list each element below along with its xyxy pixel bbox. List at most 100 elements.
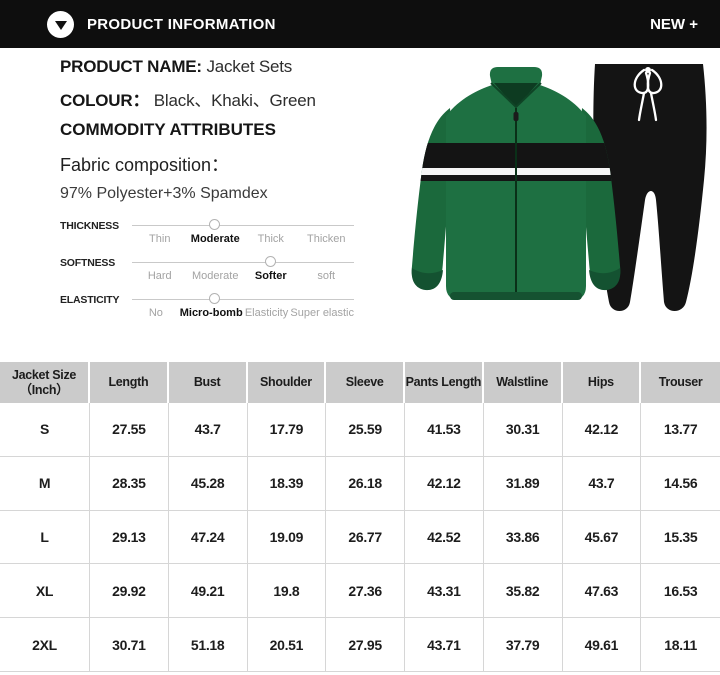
column-header: Sleeve bbox=[326, 362, 405, 403]
page-title: PRODUCT INFORMATION bbox=[87, 15, 276, 33]
size-cell: 43.31 bbox=[405, 564, 484, 618]
slider-option: Softer bbox=[254, 270, 287, 282]
size-cell: 42.52 bbox=[405, 510, 484, 564]
size-cell: 28.35 bbox=[90, 456, 169, 510]
size-table-body: S 27.55 43.7 17.79 25.59 41.53 30.31 42.12 13.77… bbox=[0, 403, 720, 672]
slider-option: Moderate bbox=[192, 270, 239, 282]
product-photo bbox=[388, 50, 718, 358]
slider-options: Thin Moderate Thick Thicken bbox=[132, 233, 354, 245]
size-label: S bbox=[0, 403, 90, 456]
collar-opening bbox=[494, 83, 538, 108]
size-table-header: Jacket Size （Inch） Length Bust Shoulder Slee… bbox=[0, 362, 720, 403]
size-cell: 19.8 bbox=[248, 564, 327, 618]
attribute-slider: No Micro-bomb Elasticity Super elastic bbox=[132, 290, 354, 319]
size-cell: 43.71 bbox=[405, 618, 484, 671]
attribute-row: THICKNESS Thin Moderate Thick Thicken bbox=[60, 216, 410, 245]
size-cell: 49.21 bbox=[169, 564, 248, 618]
column-header: Length bbox=[90, 362, 169, 403]
collar-edge bbox=[490, 82, 542, 109]
column-header: Hips bbox=[563, 362, 642, 403]
column-header: Walstline bbox=[484, 362, 563, 403]
slider-option: Micro-bomb bbox=[179, 307, 243, 319]
slider-option: Moderate bbox=[190, 233, 240, 245]
slider-track bbox=[132, 293, 354, 304]
product-info-section: PRODUCT NAME: Jacket Sets COLOUR： Black、… bbox=[60, 57, 410, 327]
table-row: S 27.55 43.7 17.79 25.59 41.53 30.31 42.12 13.77 bbox=[0, 403, 720, 457]
attribute-row: SOFTNESS Hard Moderate Softer soft bbox=[60, 253, 410, 282]
size-label: XL bbox=[0, 564, 90, 618]
attribute-slider: Thin Moderate Thick Thicken bbox=[132, 216, 354, 245]
slider-option: soft bbox=[317, 270, 336, 282]
colour-line: COLOUR： Black、Khaki、Green bbox=[60, 86, 410, 111]
size-cell: 37.79 bbox=[484, 618, 563, 671]
size-cell: 13.77 bbox=[663, 421, 698, 438]
fabric-composition-label: Fabric composition： bbox=[60, 155, 230, 175]
size-cell: 18.11 bbox=[664, 636, 697, 653]
product-name-value: Jacket Sets bbox=[206, 57, 293, 76]
size-table: Jacket Size （Inch） Length Bust Shoulder Slee… bbox=[0, 362, 720, 672]
size-cell: 30.71 bbox=[90, 618, 169, 671]
size-cell: 16.53 bbox=[663, 582, 698, 599]
drawstring-knot bbox=[645, 67, 651, 73]
size-label: L bbox=[0, 510, 90, 564]
slider-thumb[interactable] bbox=[209, 293, 221, 304]
attribute-slider: Hard Moderate Softer soft bbox=[132, 253, 354, 282]
size-cell: 43.7 bbox=[563, 456, 642, 510]
size-cell: 42.12 bbox=[405, 456, 484, 510]
size-cell: 42.12 bbox=[563, 403, 642, 456]
product-name-label: PRODUCT NAME: bbox=[60, 57, 202, 76]
jacket-left-sleeve bbox=[411, 108, 452, 290]
size-cell: 51.18 bbox=[169, 618, 248, 671]
slider-thumb[interactable] bbox=[209, 219, 221, 230]
jacket-graphic bbox=[411, 67, 621, 300]
slider-option: Super elastic bbox=[290, 307, 354, 319]
column-header: Trouser bbox=[658, 375, 703, 390]
slider-option: Thin bbox=[149, 233, 171, 245]
size-cell: 47.24 bbox=[169, 510, 248, 564]
size-cell: 45.28 bbox=[169, 456, 248, 510]
size-cell: 33.86 bbox=[484, 510, 563, 564]
size-cell: 19.09 bbox=[248, 510, 327, 564]
size-cell: 25.59 bbox=[326, 403, 405, 456]
attribute-row: ELASTICITY No Micro-bomb Elasticity Super el… bbox=[60, 290, 410, 319]
slider-track bbox=[132, 219, 354, 230]
pants-graphic bbox=[593, 64, 707, 311]
slider-thumb[interactable] bbox=[264, 256, 276, 267]
slider-option: Hard bbox=[147, 270, 172, 282]
size-label: 2XL bbox=[0, 618, 90, 671]
attribute-name: ELASTICITY bbox=[60, 294, 120, 306]
size-cell: 26.18 bbox=[326, 456, 405, 510]
size-cell: 18.39 bbox=[248, 456, 327, 510]
size-cell: 27.55 bbox=[90, 403, 169, 456]
table-row: 2XL 30.71 51.18 20.51 27.95 43.71 37.79 49.61 18… bbox=[0, 618, 720, 672]
colour-label: COLOUR： bbox=[60, 91, 150, 110]
size-cell: 14.56 bbox=[663, 475, 698, 492]
size-cell: 35.82 bbox=[484, 564, 563, 618]
column-header: Pants Length bbox=[405, 362, 484, 403]
slider-track bbox=[132, 256, 354, 267]
slider-option: Elasticity bbox=[244, 307, 289, 319]
attribute-name: THICKNESS bbox=[60, 220, 119, 232]
size-cell: 20.51 bbox=[248, 618, 327, 671]
down-triangle-icon bbox=[54, 20, 67, 30]
commodity-attributes-heading: COMMODITY ATTRIBUTES bbox=[60, 120, 276, 139]
table-row: M 28.35 45.28 18.39 26.18 42.12 31.89 43.7 14.56 bbox=[0, 456, 720, 511]
size-cell: 45.67 bbox=[563, 510, 642, 564]
size-cell: 29.92 bbox=[90, 564, 169, 618]
colour-value: Black、Khaki、Green bbox=[153, 91, 316, 110]
column-header: Jacket Size （Inch） bbox=[0, 362, 90, 403]
zipper-pull bbox=[513, 112, 519, 121]
size-cell: 31.89 bbox=[484, 456, 563, 510]
column-header: Shoulder bbox=[248, 362, 327, 403]
attribute-sliders: THICKNESS Thin Moderate Thick Thicken SOFTNES… bbox=[60, 216, 410, 319]
size-cell: 43.7 bbox=[169, 403, 248, 456]
drawstring bbox=[633, 68, 663, 122]
size-cell: 27.36 bbox=[326, 564, 405, 618]
size-cell: 29.13 bbox=[90, 510, 169, 564]
slider-options: Hard Moderate Softer soft bbox=[132, 270, 354, 282]
size-cell: 30.31 bbox=[484, 403, 563, 456]
right-cuff bbox=[589, 268, 621, 291]
table-row: XL 29.92 49.21 19.8 27.36 43.31 35.82 47.63 16.5… bbox=[0, 564, 720, 619]
slider-option: Thicken bbox=[306, 233, 346, 245]
tracksuit-illustration bbox=[411, 64, 707, 311]
